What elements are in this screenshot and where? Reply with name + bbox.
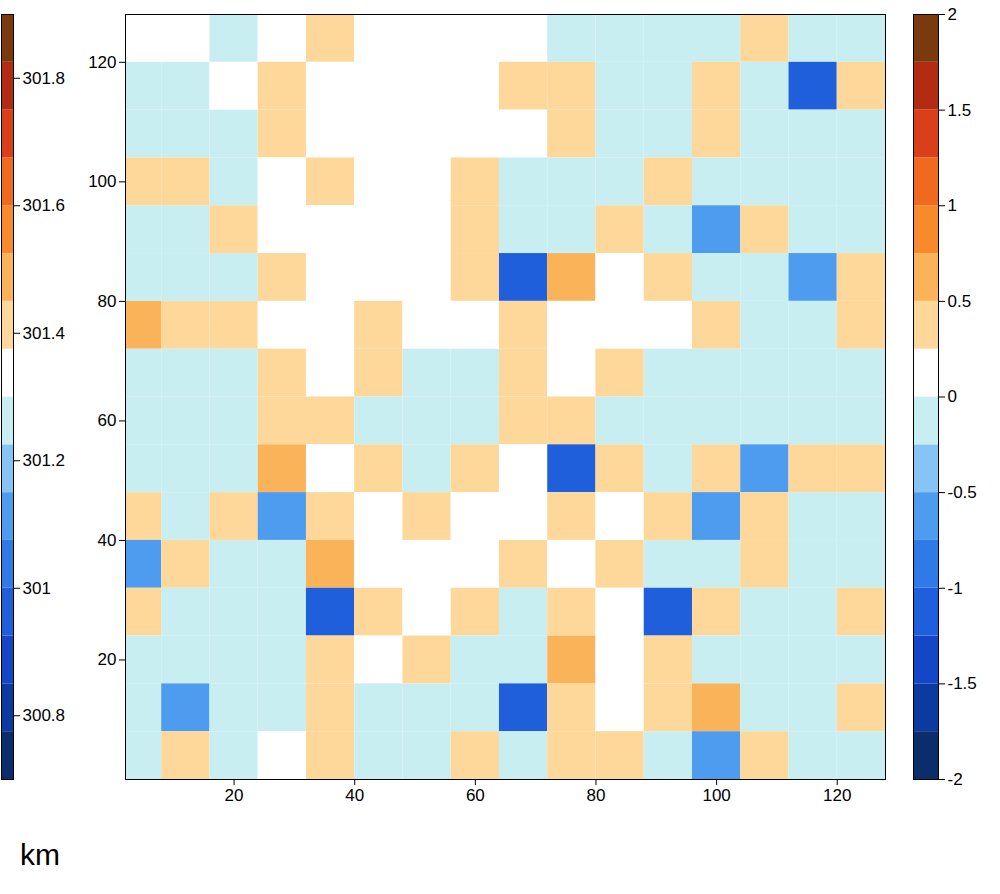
svg-text:60: 60 xyxy=(98,411,117,430)
svg-text:20: 20 xyxy=(98,650,117,669)
svg-text:0: 0 xyxy=(948,387,957,406)
svg-text:120: 120 xyxy=(823,786,851,805)
svg-text:-2: -2 xyxy=(948,770,963,789)
svg-text:0.5: 0.5 xyxy=(948,292,972,311)
svg-text:40: 40 xyxy=(345,786,364,805)
svg-text:301.8: 301.8 xyxy=(23,69,66,88)
svg-text:300.8: 300.8 xyxy=(23,706,66,725)
svg-text:20: 20 xyxy=(225,786,244,805)
svg-text:301: 301 xyxy=(23,579,51,598)
svg-text:301.4: 301.4 xyxy=(23,324,66,343)
svg-text:301.6: 301.6 xyxy=(23,196,66,215)
svg-text:1.5: 1.5 xyxy=(948,101,972,120)
svg-text:100: 100 xyxy=(88,172,116,191)
html-text:km: km xyxy=(20,838,60,871)
svg-text:-1.5: -1.5 xyxy=(948,674,977,693)
svg-text:2: 2 xyxy=(948,5,957,24)
svg-text:-0.5: -0.5 xyxy=(948,483,977,502)
svg-text:60: 60 xyxy=(466,786,485,805)
svg-text:1: 1 xyxy=(948,196,957,215)
svg-text:120: 120 xyxy=(88,53,116,72)
svg-text:100: 100 xyxy=(702,786,730,805)
svg-text:80: 80 xyxy=(98,292,117,311)
svg-text:301.2: 301.2 xyxy=(23,451,66,470)
svg-text:-1: -1 xyxy=(948,579,963,598)
svg-text:40: 40 xyxy=(98,531,117,550)
svg-text:80: 80 xyxy=(587,786,606,805)
